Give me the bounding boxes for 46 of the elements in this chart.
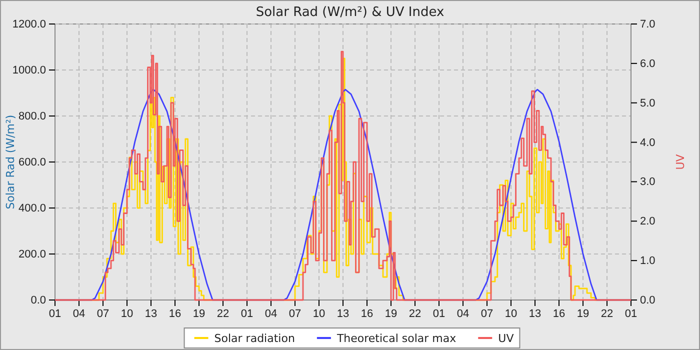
y2-tick-label: 2.0 <box>640 216 656 228</box>
x-tick-label: 22 <box>216 308 230 320</box>
x-tick-label: 10 <box>312 308 326 320</box>
y2-tick-label: 4.0 <box>640 136 656 149</box>
y-tick-label: 600.0 <box>18 156 46 169</box>
x-tick-label: 01 <box>240 308 254 320</box>
chart-title: Solar Rad (W/m²) & UV Index <box>256 5 444 20</box>
y2-axis-title: UV <box>674 154 687 170</box>
x-tick-label: 13 <box>144 308 158 320</box>
y2-tick-label: 3.0 <box>640 176 656 188</box>
y2-tick-label: 7.0 <box>640 18 656 31</box>
y2-tick-label: 1.0 <box>640 255 656 268</box>
x-tick-label: 10 <box>120 308 134 320</box>
x-tick-label: 16 <box>552 308 566 320</box>
x-tick-label: 07 <box>96 308 110 320</box>
x-tick-label: 13 <box>528 308 542 320</box>
x-tick-label: 19 <box>576 308 590 320</box>
x-tick-label: 01 <box>48 308 62 320</box>
legend-label: UV <box>498 332 514 345</box>
x-tick-label: 07 <box>288 308 302 320</box>
x-tick-label: 04 <box>456 308 470 320</box>
x-tick-label: 01 <box>432 308 446 320</box>
x-tick-label: 16 <box>360 308 374 320</box>
y-tick-label: 1000.0 <box>12 64 46 77</box>
x-tick-label: 10 <box>504 308 518 320</box>
legend-label: Theoretical solar max <box>336 332 457 345</box>
y2-tick-label: 0.0 <box>640 294 656 307</box>
x-tick-label: 04 <box>72 308 86 320</box>
y-tick-label: 800.0 <box>18 110 46 123</box>
x-tick-label: 16 <box>168 308 182 320</box>
y-tick-label: 1200.0 <box>12 18 46 31</box>
x-tick-label: 13 <box>336 308 350 320</box>
x-tick-label: 07 <box>480 308 494 320</box>
y2-tick-label: 6.0 <box>640 58 656 70</box>
x-tick-label: 22 <box>600 308 614 320</box>
y-axis-title: Solar Rad (W/m²) <box>4 114 17 210</box>
x-tick-label: 01 <box>624 308 638 320</box>
x-tick-label: 19 <box>384 308 398 320</box>
y-tick-label: 200.0 <box>18 248 46 261</box>
y-tick-label: 400.0 <box>18 202 46 215</box>
x-tick-label: 22 <box>408 308 422 320</box>
y-tick-label: 0.0 <box>30 294 46 307</box>
x-tick-label: 04 <box>264 308 278 320</box>
legend-label: Solar radiation <box>214 332 295 345</box>
x-tick-label: 19 <box>192 308 206 320</box>
y2-tick-label: 5.0 <box>640 97 656 110</box>
